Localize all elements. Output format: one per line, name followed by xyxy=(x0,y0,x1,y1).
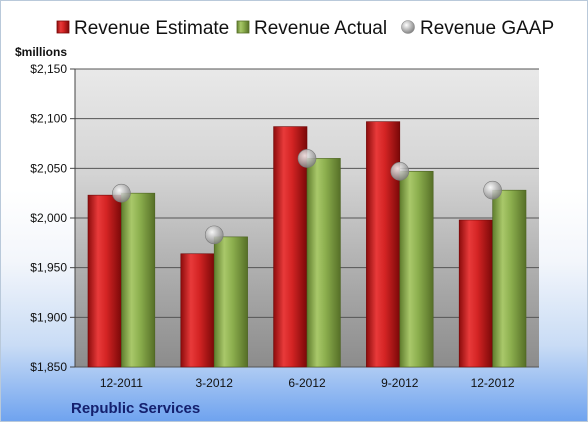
y-tick-label: $2,100 xyxy=(30,112,67,126)
marker-revenue-gaap xyxy=(297,149,317,168)
x-axis-ticks: 12-2011 3-2012 6-2012 9-2012 12-2012 xyxy=(100,376,515,390)
legend-swatch-revenue-actual xyxy=(236,20,250,34)
bar-revenue-actual xyxy=(399,171,434,368)
bar-revenue-estimate xyxy=(458,219,493,368)
bar-revenue-actual xyxy=(306,158,341,368)
y-axis-ticks: $1,850 $1,900 $1,950 $2,000 $2,050 $2,100 $2,1… xyxy=(30,62,76,374)
marker-revenue-gaap xyxy=(112,183,131,203)
unit-label: $millions xyxy=(15,45,67,59)
bar-revenue-estimate xyxy=(180,253,215,368)
marker-revenue-gaap xyxy=(390,162,410,181)
bar-revenue-actual xyxy=(213,236,248,368)
y-tick-label: $2,150 xyxy=(30,62,67,76)
y-tick-label: $1,950 xyxy=(30,261,67,275)
x-tick-label: 9-2012 xyxy=(381,376,419,390)
bar-revenue-estimate xyxy=(366,121,401,368)
gaap-markers xyxy=(112,149,502,245)
legend-label-revenue-estimate: Revenue Estimate xyxy=(74,18,229,39)
legend: Revenue Estimate Revenue Actual Revenue … xyxy=(56,18,554,39)
y-tick-label: $2,000 xyxy=(30,211,67,225)
bars xyxy=(87,121,527,368)
x-tick-label: 6-2012 xyxy=(288,376,326,390)
marker-revenue-gaap xyxy=(204,225,224,245)
legend-swatch-revenue-gaap xyxy=(401,20,415,34)
legend-swatch-revenue-estimate xyxy=(56,20,70,34)
marker-revenue-gaap xyxy=(483,180,502,200)
bar-revenue-actual xyxy=(121,192,156,368)
y-tick-label: $2,050 xyxy=(30,161,67,175)
x-tick-label: 3-2012 xyxy=(196,376,234,390)
y-tick-label: $1,850 xyxy=(30,360,67,374)
legend-label-revenue-gaap: Revenue GAAP xyxy=(420,18,554,39)
x-tick-label: 12-2011 xyxy=(100,376,143,390)
y-tick-label: $1,900 xyxy=(30,310,67,324)
legend-label-revenue-actual: Revenue Actual xyxy=(254,18,387,39)
bar-revenue-actual xyxy=(492,189,527,368)
x-tick-label: 12-2012 xyxy=(471,376,515,390)
bar-revenue-estimate xyxy=(87,194,122,368)
company-name: Republic Services xyxy=(71,400,200,417)
